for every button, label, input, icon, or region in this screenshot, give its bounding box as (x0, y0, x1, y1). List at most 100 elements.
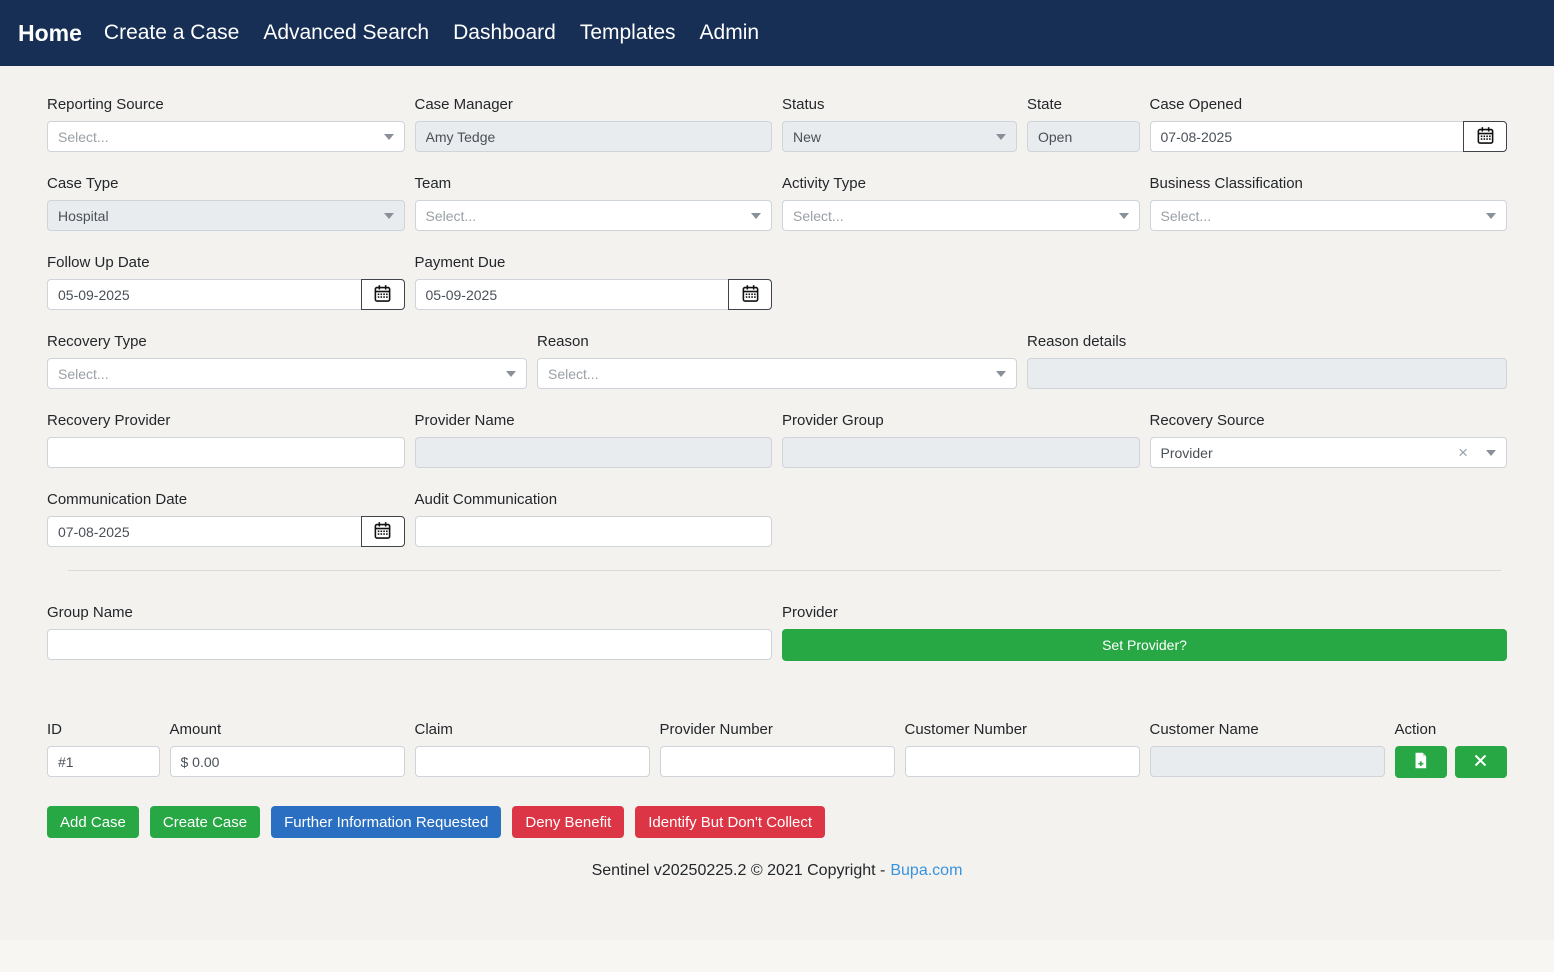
file-plus-icon (1412, 752, 1429, 773)
follow-up-date-input[interactable] (47, 279, 361, 310)
nav-dashboard[interactable]: Dashboard (453, 21, 556, 44)
spacer (782, 254, 1507, 310)
case-type-label: Case Type (47, 175, 119, 192)
field-reporting-source: Reporting Source Select... (47, 96, 405, 152)
recovery-type-label: Recovery Type (47, 333, 147, 350)
field-claim-customer-name: Customer Name (1149, 721, 1385, 778)
reporting-source-label: Reporting Source (47, 96, 164, 113)
chevron-down-icon (996, 133, 1006, 140)
payment-due-label: Payment Due (414, 254, 506, 271)
field-recovery-provider: Recovery Provider (47, 412, 405, 468)
add-case-button[interactable]: Add Case (47, 806, 139, 838)
business-classification-select[interactable]: Select... (1149, 200, 1507, 231)
claim-row: ID Amount Claim Provider Number Customer… (47, 721, 1507, 778)
calendar-icon (1476, 126, 1495, 148)
customer-name-input (1149, 746, 1385, 777)
form-actions: Add Case Create Case Further Information… (47, 806, 1507, 838)
recovery-type-placeholder: Select... (58, 365, 109, 382)
reporting-source-select[interactable]: Select... (47, 121, 405, 152)
recovery-type-select[interactable]: Select... (47, 358, 527, 389)
field-reason-details: Reason details (1027, 333, 1507, 389)
business-classification-placeholder: Select... (1160, 207, 1212, 224)
provider-label: Provider (782, 604, 838, 621)
nav-advanced-search[interactable]: Advanced Search (263, 21, 430, 44)
team-select[interactable]: Select... (414, 200, 772, 231)
provider-group-label: Provider Group (782, 412, 884, 429)
claim-amount-input[interactable] (169, 746, 405, 777)
activity-type-label: Activity Type (782, 175, 866, 192)
case-form: Reporting Source Select... Case Manager … (0, 66, 1554, 940)
reason-select[interactable]: Select... (537, 358, 1017, 389)
field-reason: Reason Select... (537, 333, 1017, 389)
field-claim-amount: Amount (169, 721, 405, 778)
payment-due-calendar-button[interactable] (728, 279, 772, 310)
chevron-down-icon (1118, 212, 1129, 219)
group-name-input[interactable] (47, 629, 772, 660)
add-claim-button[interactable] (1394, 746, 1447, 778)
case-opened-calendar-button[interactable] (1463, 121, 1507, 152)
field-activity-type: Activity Type Select... (782, 175, 1140, 231)
claim-id-input[interactable] (47, 746, 160, 777)
field-communication-date: Communication Date (47, 491, 405, 547)
create-case-button[interactable]: Create Case (149, 806, 261, 838)
payment-due-input[interactable] (414, 279, 728, 310)
audit-communication-input[interactable] (414, 516, 772, 547)
footer-text: Sentinel v20250225.2 © 2021 Copyright - (591, 862, 886, 879)
case-manager-label: Case Manager (414, 96, 513, 113)
recovery-source-value: Provider (1160, 444, 1213, 461)
x-icon (1473, 753, 1488, 772)
reporting-source-placeholder: Select... (58, 128, 109, 145)
field-claim-id: ID (47, 721, 160, 778)
claim-input[interactable] (414, 746, 650, 777)
remove-claim-button[interactable] (1454, 746, 1507, 778)
field-provider-group: Provider Group (782, 412, 1140, 468)
field-claim-action: Action (1394, 721, 1507, 778)
reason-label: Reason (537, 333, 589, 350)
clear-icon[interactable]: × (1458, 443, 1468, 462)
deny-benefit-button[interactable]: Deny Benefit (512, 806, 625, 838)
field-business-classification: Business Classification Select... (1149, 175, 1507, 231)
reason-placeholder: Select... (548, 365, 599, 382)
field-state: State (1027, 96, 1140, 152)
field-case-type: Case Type Hospital (47, 175, 405, 231)
communication-date-calendar-button[interactable] (360, 516, 405, 547)
nav-admin[interactable]: Admin (699, 21, 760, 44)
field-provider: Provider Set Provider? (782, 604, 1507, 661)
communication-date-input[interactable] (47, 516, 361, 547)
field-claim-provider-number: Provider Number (659, 721, 895, 778)
field-payment-due: Payment Due (414, 254, 772, 310)
customer-number-label: Customer Number (904, 721, 1028, 738)
set-provider-button[interactable]: Set Provider? (782, 629, 1507, 661)
customer-number-input[interactable] (904, 746, 1140, 777)
nav-home[interactable]: Home (18, 19, 82, 46)
follow-up-date-label: Follow Up Date (47, 254, 150, 271)
recovery-provider-label: Recovery Provider (47, 412, 171, 429)
calendar-icon (373, 521, 392, 543)
case-opened-input[interactable] (1149, 121, 1463, 152)
case-type-value: Hospital (58, 207, 109, 224)
field-claim-number: Claim (414, 721, 650, 778)
further-information-requested-button[interactable]: Further Information Requested (271, 806, 502, 838)
case-opened-label: Case Opened (1149, 96, 1243, 113)
bupa-link[interactable]: Bupa.com (890, 862, 963, 879)
case-manager-input (414, 121, 772, 152)
chevron-down-icon (996, 370, 1006, 377)
nav-templates[interactable]: Templates (579, 21, 676, 44)
recovery-source-select[interactable]: Provider × (1149, 437, 1507, 468)
claim-label: Claim (414, 721, 453, 738)
identify-but-dont-collect-button[interactable]: Identify But Don't Collect (635, 806, 826, 838)
follow-up-date-calendar-button[interactable] (360, 279, 405, 310)
calendar-icon (741, 284, 760, 306)
customer-name-label: Customer Name (1149, 721, 1259, 738)
field-provider-name: Provider Name (414, 412, 772, 468)
action-label: Action (1394, 721, 1437, 738)
recovery-provider-input[interactable] (47, 437, 405, 468)
field-team: Team Select... (414, 175, 772, 231)
chevron-down-icon (383, 212, 394, 219)
field-recovery-source: Recovery Source Provider × (1149, 412, 1507, 468)
provider-number-input[interactable] (659, 746, 895, 777)
section-divider (68, 570, 1501, 571)
nav-create-a-case[interactable]: Create a Case (103, 21, 240, 44)
activity-type-select[interactable]: Select... (782, 200, 1140, 231)
provider-name-input (414, 437, 772, 468)
